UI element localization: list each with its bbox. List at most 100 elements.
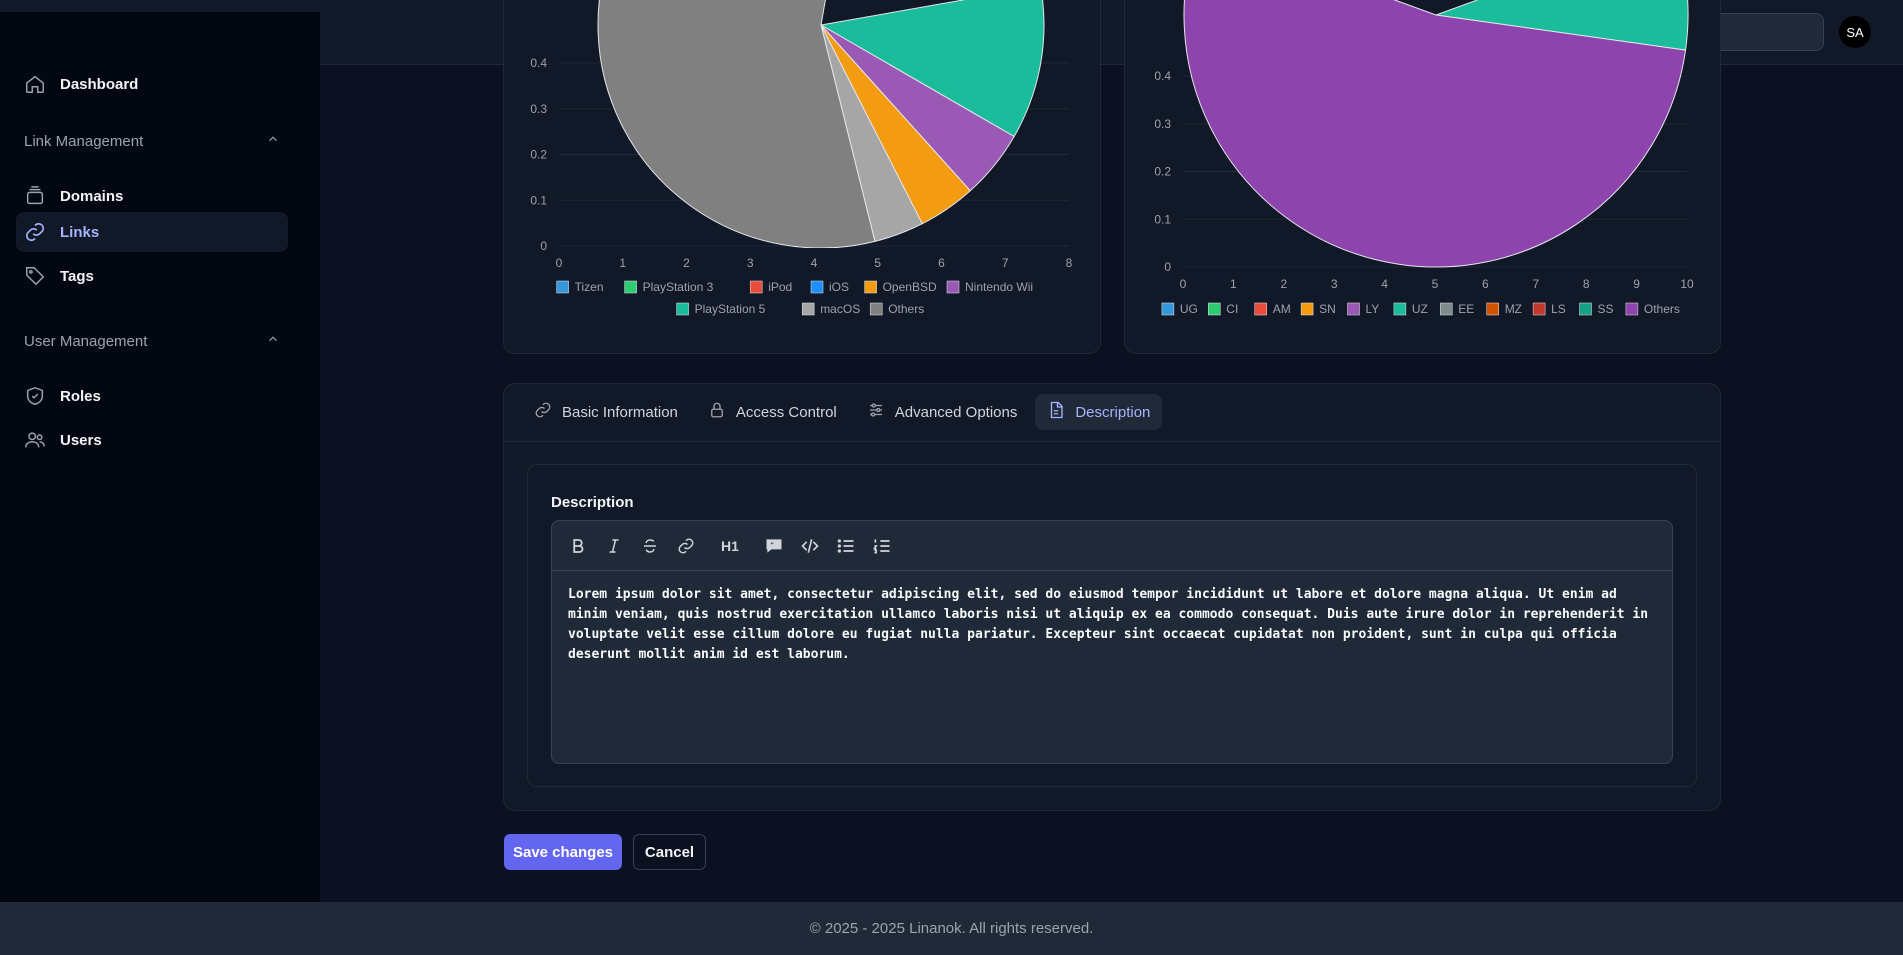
- legend-label: LS: [1551, 302, 1566, 316]
- link-button[interactable]: [674, 534, 698, 558]
- tab-label: Basic Information: [562, 403, 678, 421]
- tab-divider: [504, 441, 1720, 442]
- bold-icon: [573, 538, 584, 553]
- legend-swatch: [1254, 302, 1267, 316]
- x-tick-label: 4: [811, 256, 818, 270]
- sidebar-item-users[interactable]: Users: [16, 420, 288, 460]
- tab-description[interactable]: Description: [1035, 394, 1163, 430]
- legend-label: Others: [888, 302, 924, 316]
- x-tick-label: 0: [556, 256, 563, 270]
- y-tick-label: 0: [1164, 260, 1171, 274]
- italic-button[interactable]: [602, 534, 626, 558]
- sidebar-group-label: Link Management: [24, 132, 144, 150]
- rich-text-editor[interactable]: H1 " Lorem ipsum dolor sit amet, consect…: [551, 520, 1673, 764]
- x-tick-label: 6: [938, 256, 945, 270]
- link-icon: [534, 401, 552, 423]
- pie-slice-others: [597, 0, 876, 248]
- legend-label: UZ: [1412, 302, 1428, 316]
- x-tick-label: 4: [1381, 277, 1388, 291]
- editor-content[interactable]: Lorem ipsum dolor sit amet, consectetur …: [568, 587, 1649, 662]
- x-tick-label: 2: [1280, 277, 1287, 291]
- chevron-up-icon: [266, 332, 280, 350]
- bullet-list-button[interactable]: [834, 534, 858, 558]
- sidebar-item-label: Links: [60, 223, 100, 241]
- x-tick-label: 9: [1633, 277, 1640, 291]
- y-tick-label: 0.3: [530, 102, 547, 116]
- pie-chart-os: 0 0.1 0.2 0.3 0.4 0 1 2 3 4 5 6 7 8 Tizen PlayStation 3…: [530, 0, 1073, 316]
- quote-bubble-icon: ": [766, 538, 782, 553]
- legend-label: macOS: [820, 302, 860, 316]
- cancel-button[interactable]: Cancel: [633, 834, 706, 870]
- x-tick-label: 7: [1532, 277, 1539, 291]
- legend-swatch: [1532, 302, 1546, 316]
- editor-toolbar: H1 ": [552, 521, 1672, 571]
- tab-label: Access Control: [735, 403, 837, 421]
- chevron-up-icon: [266, 132, 280, 150]
- legend-label: PlayStation 3: [643, 280, 714, 294]
- tab-basic-information[interactable]: Basic Information: [522, 394, 690, 430]
- sidebar-item-label: Users: [60, 431, 102, 449]
- pie-slice-uz: [1435, 0, 1689, 51]
- x-tick-label: 10: [1680, 277, 1694, 291]
- avatar[interactable]: SA: [1839, 16, 1871, 48]
- y-tick-label: 0.1: [1154, 212, 1171, 226]
- y-tick-label: 0.2: [1154, 165, 1171, 179]
- svg-text:": ": [771, 541, 774, 548]
- x-tick-label: 3: [1331, 277, 1338, 291]
- italic-icon: [609, 538, 619, 553]
- sidebar-item-links[interactable]: Links: [16, 212, 288, 252]
- bullet-list-icon: [837, 538, 854, 553]
- legend-label: PlayStation 5: [695, 302, 766, 316]
- tab-access-control[interactable]: Access Control: [696, 394, 849, 430]
- sidebar-item-roles[interactable]: Roles: [16, 376, 288, 416]
- y-tick-label: 0.4: [1154, 69, 1171, 83]
- link-icon: [678, 538, 694, 553]
- home-icon: [24, 73, 46, 95]
- sidebar-item-tags[interactable]: Tags: [16, 256, 288, 296]
- legend-label: LY: [1366, 302, 1380, 316]
- chart-card-countries: 0 0.1 0.2 0.3 0.4 0 1 2 3 4 5 6 7 8 9 10 UG CI AM SN LY UZ EE M…: [1124, 0, 1721, 354]
- save-button[interactable]: Save changes: [504, 834, 622, 870]
- legend-swatch: [946, 280, 960, 294]
- heading-1-button[interactable]: H1: [710, 534, 750, 558]
- sliders-icon: [867, 401, 885, 423]
- legend-swatch: [864, 280, 877, 294]
- footer: © 2025 - 2025 Linanok. All rights reserv…: [0, 902, 1903, 955]
- legend-label: OpenBSD: [883, 280, 937, 294]
- legend-swatch: [1208, 302, 1221, 316]
- sidebar-item-dashboard[interactable]: Dashboard: [16, 64, 288, 104]
- legend-label: Others: [1644, 302, 1680, 316]
- ordered-list-button[interactable]: [870, 534, 894, 558]
- code-icon: [801, 538, 819, 553]
- tab-advanced-options[interactable]: Advanced Options: [855, 394, 1030, 430]
- legend-swatch: [1579, 302, 1592, 316]
- x-tick-label: 1: [1230, 277, 1237, 291]
- x-tick-label: 8: [1583, 277, 1590, 291]
- sidebar-item-domains[interactable]: Domains: [16, 176, 288, 216]
- heading-1-icon: H1: [721, 537, 739, 554]
- legend-label: UG: [1180, 302, 1198, 316]
- y-tick-label: 0.4: [530, 56, 547, 70]
- tab-list: Basic Information Access Control Advance…: [522, 394, 1163, 430]
- legend-swatch: [869, 302, 883, 316]
- legend-swatch: [1486, 302, 1499, 316]
- legend-label: MZ: [1505, 302, 1522, 316]
- sidebar-group-user-management[interactable]: User Management: [24, 332, 280, 350]
- x-tick-label: 8: [1066, 256, 1073, 270]
- legend-label: CI: [1226, 302, 1238, 316]
- legend-swatch: [1625, 302, 1639, 316]
- description-label: Description: [551, 494, 634, 511]
- legend-swatch: [624, 280, 637, 294]
- document-icon: [1047, 401, 1065, 423]
- chart-card-os: 0 0.1 0.2 0.3 0.4 0 1 2 3 4 5 6 7 8 Tizen PlayStation 3…: [503, 0, 1101, 354]
- x-tick-label: 5: [1432, 277, 1439, 291]
- legend-swatch: [1300, 302, 1314, 316]
- y-tick-label: 0: [540, 239, 547, 253]
- sidebar-group-link-management[interactable]: Link Management: [24, 132, 280, 150]
- strikethrough-button[interactable]: [638, 534, 662, 558]
- blockquote-button[interactable]: ": [762, 534, 786, 558]
- code-button[interactable]: [798, 534, 822, 558]
- x-tick-label: 5: [874, 256, 881, 270]
- x-tick-label: 6: [1482, 277, 1489, 291]
- bold-button[interactable]: [566, 534, 590, 558]
